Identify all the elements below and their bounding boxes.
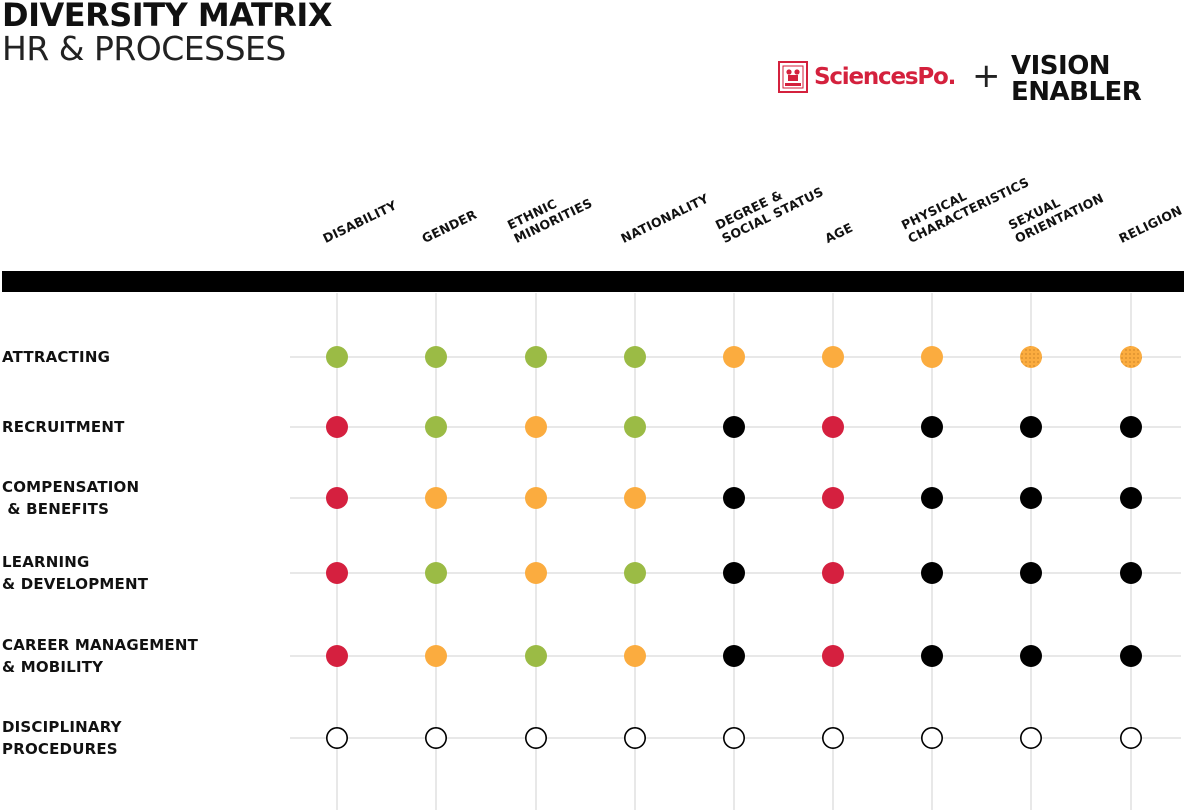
matrix-dot-r1-c6: [921, 416, 943, 438]
matrix-dot-r4-c2: [525, 645, 547, 667]
matrix-dot-r5-c7: [1019, 726, 1042, 749]
matrix-dot-r0-c8: [1120, 346, 1142, 368]
matrix-dot-r3-c6: [921, 562, 943, 584]
row-header-1: RECRUITMENT: [2, 418, 125, 436]
matrix-dot-r5-c0: [325, 726, 348, 749]
header-divider-bar: [2, 271, 1184, 292]
matrix-dot-r4-c7: [1020, 645, 1042, 667]
plus-sign: +: [972, 56, 1001, 96]
matrix-dot-r1-c2: [525, 416, 547, 438]
vision-enabler-line1: VISION: [1011, 51, 1111, 81]
matrix-dot-r5-c5: [821, 726, 844, 749]
matrix-dot-r2-c2: [525, 487, 547, 509]
matrix-dot-r0-c0: [326, 346, 348, 368]
matrix-dot-r3-c3: [624, 562, 646, 584]
matrix-dot-r4-c8: [1120, 645, 1142, 667]
matrix-dot-r4-c3: [624, 645, 646, 667]
matrix-dot-r1-c8: [1120, 416, 1142, 438]
matrix-dot-r4-c6: [921, 645, 943, 667]
matrix-dot-r2-c7: [1020, 487, 1042, 509]
matrix-dot-r5-c1: [424, 726, 447, 749]
matrix-dot-r2-c6: [921, 487, 943, 509]
matrix-dot-r4-c1: [425, 645, 447, 667]
matrix-dot-r3-c7: [1020, 562, 1042, 584]
matrix-dot-r1-c4: [723, 416, 745, 438]
page-title: DIVERSITY MATRIX: [2, 0, 333, 34]
matrix-dot-r0-c6: [921, 346, 943, 368]
vision-enabler-line2: ENABLER: [1011, 77, 1142, 107]
matrix-dot-r0-c7: [1020, 346, 1042, 368]
matrix-dot-r0-c4: [723, 346, 745, 368]
matrix-dot-r2-c4: [723, 487, 745, 509]
matrix-dot-r5-c8: [1120, 726, 1143, 749]
matrix-dot-r3-c0: [326, 562, 348, 584]
matrix-dot-r5-c6: [920, 726, 943, 749]
matrix-dot-r1-c5: [822, 416, 844, 438]
matrix-dot-r5-c3: [623, 726, 646, 749]
matrix-dot-r0-c5: [822, 346, 844, 368]
row-header-2: COMPENSATION & BENEFITS: [2, 478, 140, 518]
row-header-4: CAREER MANAGEMENT & MOBILITY: [2, 636, 199, 676]
matrix-dot-r2-c5: [822, 487, 844, 509]
matrix-dot-r0-c2: [525, 346, 547, 368]
matrix-dot-r2-c1: [425, 487, 447, 509]
matrix-dot-r0-c3: [624, 346, 646, 368]
row-header-0: ATTRACTING: [2, 348, 111, 366]
page-subtitle: HR & PROCESSES: [2, 29, 286, 68]
matrix-dot-r1-c0: [326, 416, 348, 438]
matrix-dot-r4-c0: [326, 645, 348, 667]
vision-enabler-logo: VISION ENABLER: [1011, 51, 1142, 107]
matrix-dot-r3-c4: [723, 562, 745, 584]
matrix-dot-r1-c7: [1020, 416, 1042, 438]
sciencespo-logo: SciencesPo.: [778, 60, 956, 94]
matrix-dot-r4-c4: [723, 645, 745, 667]
sciencespo-crest-icon: [778, 61, 808, 93]
matrix-dot-r2-c3: [624, 487, 646, 509]
matrix-dot-r5-c2: [524, 726, 547, 749]
matrix-dot-r5-c4: [722, 726, 745, 749]
matrix-dot-r3-c1: [425, 562, 447, 584]
matrix-dot-r2-c8: [1120, 487, 1142, 509]
matrix-dot-r1-c3: [624, 416, 646, 438]
row-header-5: DISCIPLINARY PROCEDURES: [2, 718, 122, 758]
matrix-dot-r1-c1: [425, 416, 447, 438]
matrix-dot-r3-c5: [822, 562, 844, 584]
matrix-dot-r3-c8: [1120, 562, 1142, 584]
matrix-dot-r0-c1: [425, 346, 447, 368]
matrix-dot-r4-c5: [822, 645, 844, 667]
sciencespo-wordmark: SciencesPo.: [814, 64, 956, 90]
row-header-3: LEARNING & DEVELOPMENT: [2, 553, 149, 593]
matrix-dot-r2-c0: [326, 487, 348, 509]
matrix-dot-r3-c2: [525, 562, 547, 584]
